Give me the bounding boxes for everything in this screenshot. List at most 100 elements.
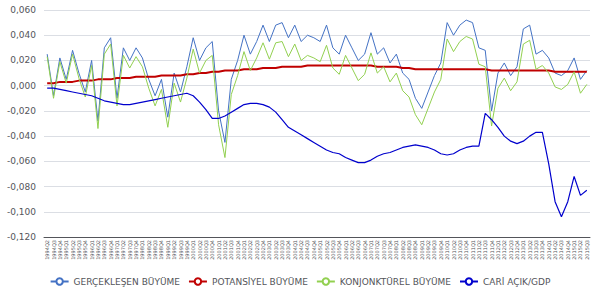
svg-text:2009Q4: 2009Q4 (438, 240, 444, 260)
svg-text:2013Q1: 2013Q1 (520, 240, 526, 260)
svg-text:2005Q3: 2005Q3 (330, 240, 336, 260)
svg-text:2003Q3: 2003Q3 (279, 240, 285, 260)
svg-text:KONJONKTÜREL BÜYÜME: KONJONKTÜREL BÜYÜME (340, 277, 451, 287)
svg-text:1995Q2: 1995Q2 (70, 240, 76, 260)
svg-text:1997Q4: 1997Q4 (133, 240, 139, 260)
svg-text:2003Q1: 2003Q1 (266, 240, 272, 260)
svg-text:-0,120: -0,120 (7, 232, 36, 242)
svg-text:2004Q4: 2004Q4 (311, 240, 317, 260)
svg-text:1994Q3: 1994Q3 (51, 240, 57, 260)
svg-text:2002Q4: 2002Q4 (260, 240, 266, 260)
svg-text:1998Q4: 1998Q4 (158, 240, 164, 260)
svg-text:2006Q1: 2006Q1 (343, 240, 349, 260)
svg-text:2008Q3: 2008Q3 (406, 240, 412, 260)
svg-text:2013Q2: 2013Q2 (527, 240, 533, 260)
svg-text:2011Q4: 2011Q4 (489, 240, 495, 260)
svg-text:2005Q2: 2005Q2 (324, 240, 330, 260)
svg-text:1998Q1: 1998Q1 (139, 240, 145, 260)
svg-text:1996Q4: 1996Q4 (108, 240, 114, 260)
svg-text:2003Q4: 2003Q4 (285, 240, 291, 260)
svg-text:0,040: 0,040 (10, 30, 36, 40)
svg-text:2012Q1: 2012Q1 (495, 240, 501, 260)
svg-text:1996Q3: 1996Q3 (101, 240, 107, 260)
svg-text:2010Q2: 2010Q2 (451, 240, 457, 260)
svg-text:2005Q4: 2005Q4 (336, 240, 342, 260)
svg-text:-0,100: -0,100 (7, 207, 36, 217)
svg-text:2013Q4: 2013Q4 (539, 240, 545, 260)
svg-text:2010Q3: 2010Q3 (457, 240, 463, 260)
svg-text:2001Q1: 2001Q1 (216, 240, 222, 260)
svg-text:2009Q2: 2009Q2 (425, 240, 431, 260)
svg-text:2010Q4: 2010Q4 (463, 240, 469, 260)
svg-text:2000Q2: 2000Q2 (197, 240, 203, 260)
svg-text:2013Q3: 2013Q3 (533, 240, 539, 260)
svg-text:2011Q2: 2011Q2 (476, 240, 482, 260)
svg-text:2012Q4: 2012Q4 (514, 240, 520, 260)
svg-text:2015Q3: 2015Q3 (584, 240, 590, 260)
svg-text:2012Q3: 2012Q3 (508, 240, 514, 260)
svg-text:-0,020: -0,020 (7, 106, 36, 116)
svg-text:-0,060: -0,060 (7, 156, 36, 166)
svg-text:1996Q2: 1996Q2 (95, 240, 101, 260)
svg-text:2014Q1: 2014Q1 (546, 240, 552, 260)
svg-text:2011Q3: 2011Q3 (482, 240, 488, 260)
svg-text:1997Q2: 1997Q2 (120, 240, 126, 260)
svg-text:1994Q2: 1994Q2 (44, 240, 50, 260)
svg-text:2014Q3: 2014Q3 (558, 240, 564, 260)
svg-text:1998Q2: 1998Q2 (146, 240, 152, 260)
svg-text:1995Q3: 1995Q3 (76, 240, 82, 260)
svg-text:2014Q2: 2014Q2 (552, 240, 558, 260)
svg-text:-0,040: -0,040 (7, 131, 36, 141)
svg-text:2008Q1: 2008Q1 (393, 240, 399, 260)
svg-text:2000Q4: 2000Q4 (209, 240, 215, 260)
svg-text:2004Q1: 2004Q1 (292, 240, 298, 260)
svg-text:2002Q3: 2002Q3 (254, 240, 260, 260)
svg-text:2005Q1: 2005Q1 (317, 240, 323, 260)
svg-text:2008Q4: 2008Q4 (412, 240, 418, 260)
svg-text:2015Q1: 2015Q1 (571, 240, 577, 260)
svg-text:1997Q1: 1997Q1 (114, 240, 120, 260)
svg-text:2001Q3: 2001Q3 (228, 240, 234, 260)
svg-text:2012Q2: 2012Q2 (501, 240, 507, 260)
svg-text:2000Q3: 2000Q3 (203, 240, 209, 260)
svg-text:0,060: 0,060 (10, 5, 36, 15)
svg-text:1999Q4: 1999Q4 (184, 240, 190, 260)
svg-text:2000Q1: 2000Q1 (190, 240, 196, 260)
svg-text:0,020: 0,020 (10, 55, 36, 65)
svg-text:2006Q2: 2006Q2 (349, 240, 355, 260)
svg-text:2006Q3: 2006Q3 (355, 240, 361, 260)
svg-text:2002Q1: 2002Q1 (241, 240, 247, 260)
svg-text:2006Q4: 2006Q4 (362, 240, 368, 260)
svg-text:2011Q1: 2011Q1 (470, 240, 476, 260)
svg-text:-0,080: -0,080 (7, 182, 36, 192)
svg-text:2009Q3: 2009Q3 (431, 240, 437, 260)
svg-text:2014Q4: 2014Q4 (565, 240, 571, 260)
svg-text:2010Q1: 2010Q1 (444, 240, 450, 260)
svg-text:2004Q3: 2004Q3 (304, 240, 310, 260)
svg-text:2007Q3: 2007Q3 (381, 240, 387, 260)
svg-text:1994Q4: 1994Q4 (57, 240, 63, 260)
svg-text:2007Q4: 2007Q4 (387, 240, 393, 260)
svg-text:1999Q2: 1999Q2 (171, 240, 177, 260)
svg-text:2007Q2: 2007Q2 (374, 240, 380, 260)
svg-text:2008Q2: 2008Q2 (400, 240, 406, 260)
svg-text:2015Q2: 2015Q2 (577, 240, 583, 260)
svg-text:GERÇEKLEŞEN BÜYÜME: GERÇEKLEŞEN BÜYÜME (74, 277, 181, 287)
svg-text:1997Q3: 1997Q3 (127, 240, 133, 260)
svg-text:2003Q2: 2003Q2 (273, 240, 279, 260)
svg-text:1999Q1: 1999Q1 (165, 240, 171, 260)
svg-text:2001Q4: 2001Q4 (235, 240, 241, 260)
svg-text:2001Q2: 2001Q2 (222, 240, 228, 260)
svg-text:2007Q1: 2007Q1 (368, 240, 374, 260)
svg-text:1999Q3: 1999Q3 (178, 240, 184, 260)
svg-text:1996Q1: 1996Q1 (89, 240, 95, 260)
svg-text:1998Q3: 1998Q3 (152, 240, 158, 260)
svg-text:2002Q2: 2002Q2 (247, 240, 253, 260)
svg-text:0,000: 0,000 (10, 81, 36, 91)
svg-text:1995Q1: 1995Q1 (63, 240, 69, 260)
svg-text:2004Q2: 2004Q2 (298, 240, 304, 260)
svg-text:2009Q1: 2009Q1 (419, 240, 425, 260)
svg-text:1995Q4: 1995Q4 (82, 240, 88, 260)
svg-text:POTANSİYEL BÜYÜME: POTANSİYEL BÜYÜME (212, 277, 308, 287)
svg-text:CARİ AÇIK/GDP: CARİ AÇIK/GDP (483, 277, 551, 287)
